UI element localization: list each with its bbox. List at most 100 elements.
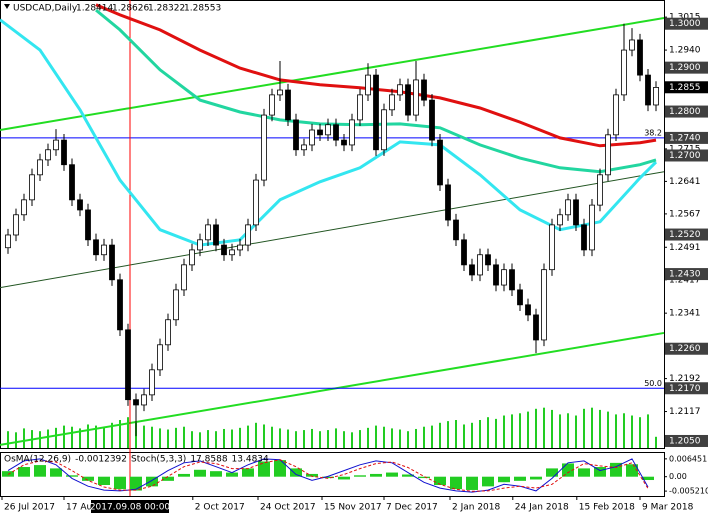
candle-body: [413, 79, 419, 116]
candle-body: [293, 119, 299, 151]
volume-bar: [191, 431, 193, 448]
candle-body: [653, 87, 659, 106]
osma-bar: [626, 464, 638, 477]
candle-body: [557, 214, 563, 226]
candle-body: [341, 139, 347, 146]
osma-bar: [162, 476, 174, 481]
candle-body: [109, 244, 115, 281]
candle-body: [357, 94, 363, 121]
moving-average: [0, 18, 658, 247]
candle-body: [605, 134, 611, 176]
osma-bar: [178, 473, 190, 477]
y-tick-label: 1.2417: [669, 275, 701, 285]
volume-bar: [543, 407, 545, 448]
volume-bar: [327, 430, 329, 448]
candle-body: [445, 184, 451, 221]
volume-bar: [71, 426, 73, 448]
level-label: 1.2740: [669, 133, 701, 143]
osma-bar: [530, 476, 542, 480]
volume-bar: [519, 413, 521, 448]
candle-body: [581, 224, 587, 251]
volume-bar: [103, 426, 105, 448]
candle-body: [197, 239, 203, 251]
candle-body: [493, 264, 499, 286]
volume-bar: [503, 415, 505, 448]
volume-bar: [319, 431, 321, 448]
candle-body: [181, 264, 187, 291]
x-tick-label: 2 Oct 2017: [195, 503, 245, 513]
volume-bar: [431, 425, 433, 448]
trend-line: [0, 331, 665, 446]
candle-body: [589, 204, 595, 251]
candle-body: [469, 264, 475, 276]
volume-bar: [215, 431, 217, 448]
osma-bar: [18, 467, 30, 477]
volume-bar: [127, 417, 129, 448]
osc-y-tick-label: 0.006451: [669, 454, 707, 463]
level-marker: [665, 149, 708, 162]
last-price-marker: [665, 81, 708, 94]
candle-body: [173, 289, 179, 321]
ohlc-value: 1.28553: [184, 4, 221, 14]
osma-bar: [610, 462, 622, 477]
stoch-name: Stoch(5,3,3): [131, 455, 186, 465]
x-tick-label: 24 Oct 2017: [260, 503, 316, 513]
level-marker: [665, 17, 708, 30]
y-tick-label: 1.2341: [669, 309, 701, 319]
candle-body: [381, 109, 387, 151]
volume-bar: [247, 425, 249, 448]
candle-body: [573, 199, 579, 226]
osma-bar: [210, 471, 222, 477]
x-tick-label: 26 Jul 2017: [4, 503, 55, 513]
osma-bar: [98, 476, 110, 485]
candle-body: [77, 199, 83, 211]
candle-body: [85, 209, 91, 241]
candle-body: [53, 139, 59, 151]
volume-bar: [391, 428, 393, 448]
level-label: 1.2900: [669, 63, 701, 73]
volume-bar: [567, 413, 569, 448]
level-marker: [665, 105, 708, 118]
volume-bar: [535, 408, 537, 448]
x-tick-label: 7 Dec 2017: [386, 503, 438, 513]
candle-body: [125, 329, 131, 401]
osma-bar: [642, 476, 654, 481]
y-tick-label: 1.2117: [669, 407, 701, 417]
level-label: 1.2430: [669, 270, 701, 280]
volume-bar: [423, 426, 425, 448]
volume-bar: [607, 411, 609, 448]
fibo-label: 50.0: [644, 379, 662, 388]
level-marker: [665, 131, 708, 144]
osma-bar: [354, 475, 366, 477]
volume-bar: [359, 430, 361, 448]
volume-bar: [335, 428, 337, 448]
candle-body: [349, 119, 355, 146]
volume-bar: [303, 430, 305, 448]
volume-bar: [583, 408, 585, 448]
osma-bar: [402, 474, 414, 477]
volume-bar: [591, 407, 593, 448]
candle-body: [333, 124, 339, 141]
ohlc-value: 1.28626: [112, 4, 149, 14]
volume-bar: [175, 427, 177, 448]
volume-bar: [527, 411, 529, 448]
candle-body: [389, 94, 395, 111]
volume-bar: [655, 436, 657, 448]
stoch-signal-last: 13.4834: [232, 455, 269, 465]
volume-bar: [615, 414, 617, 448]
level-marker: [665, 434, 708, 447]
x-tick-label: 24 Jan 2018: [515, 503, 569, 513]
volume-bar: [47, 429, 49, 448]
volume-bar: [287, 429, 289, 448]
y-tick-label: 1.2715: [669, 144, 701, 154]
volume-bar: [455, 420, 457, 448]
volume-bar: [487, 417, 489, 448]
candle-body: [133, 399, 139, 406]
candle-body: [525, 304, 531, 316]
volume-bar: [119, 420, 121, 448]
candle-body: [237, 244, 243, 251]
osma-bar: [450, 476, 462, 490]
main-plot: 38.2 50.0: [0, 0, 665, 496]
candle-body: [541, 269, 547, 341]
